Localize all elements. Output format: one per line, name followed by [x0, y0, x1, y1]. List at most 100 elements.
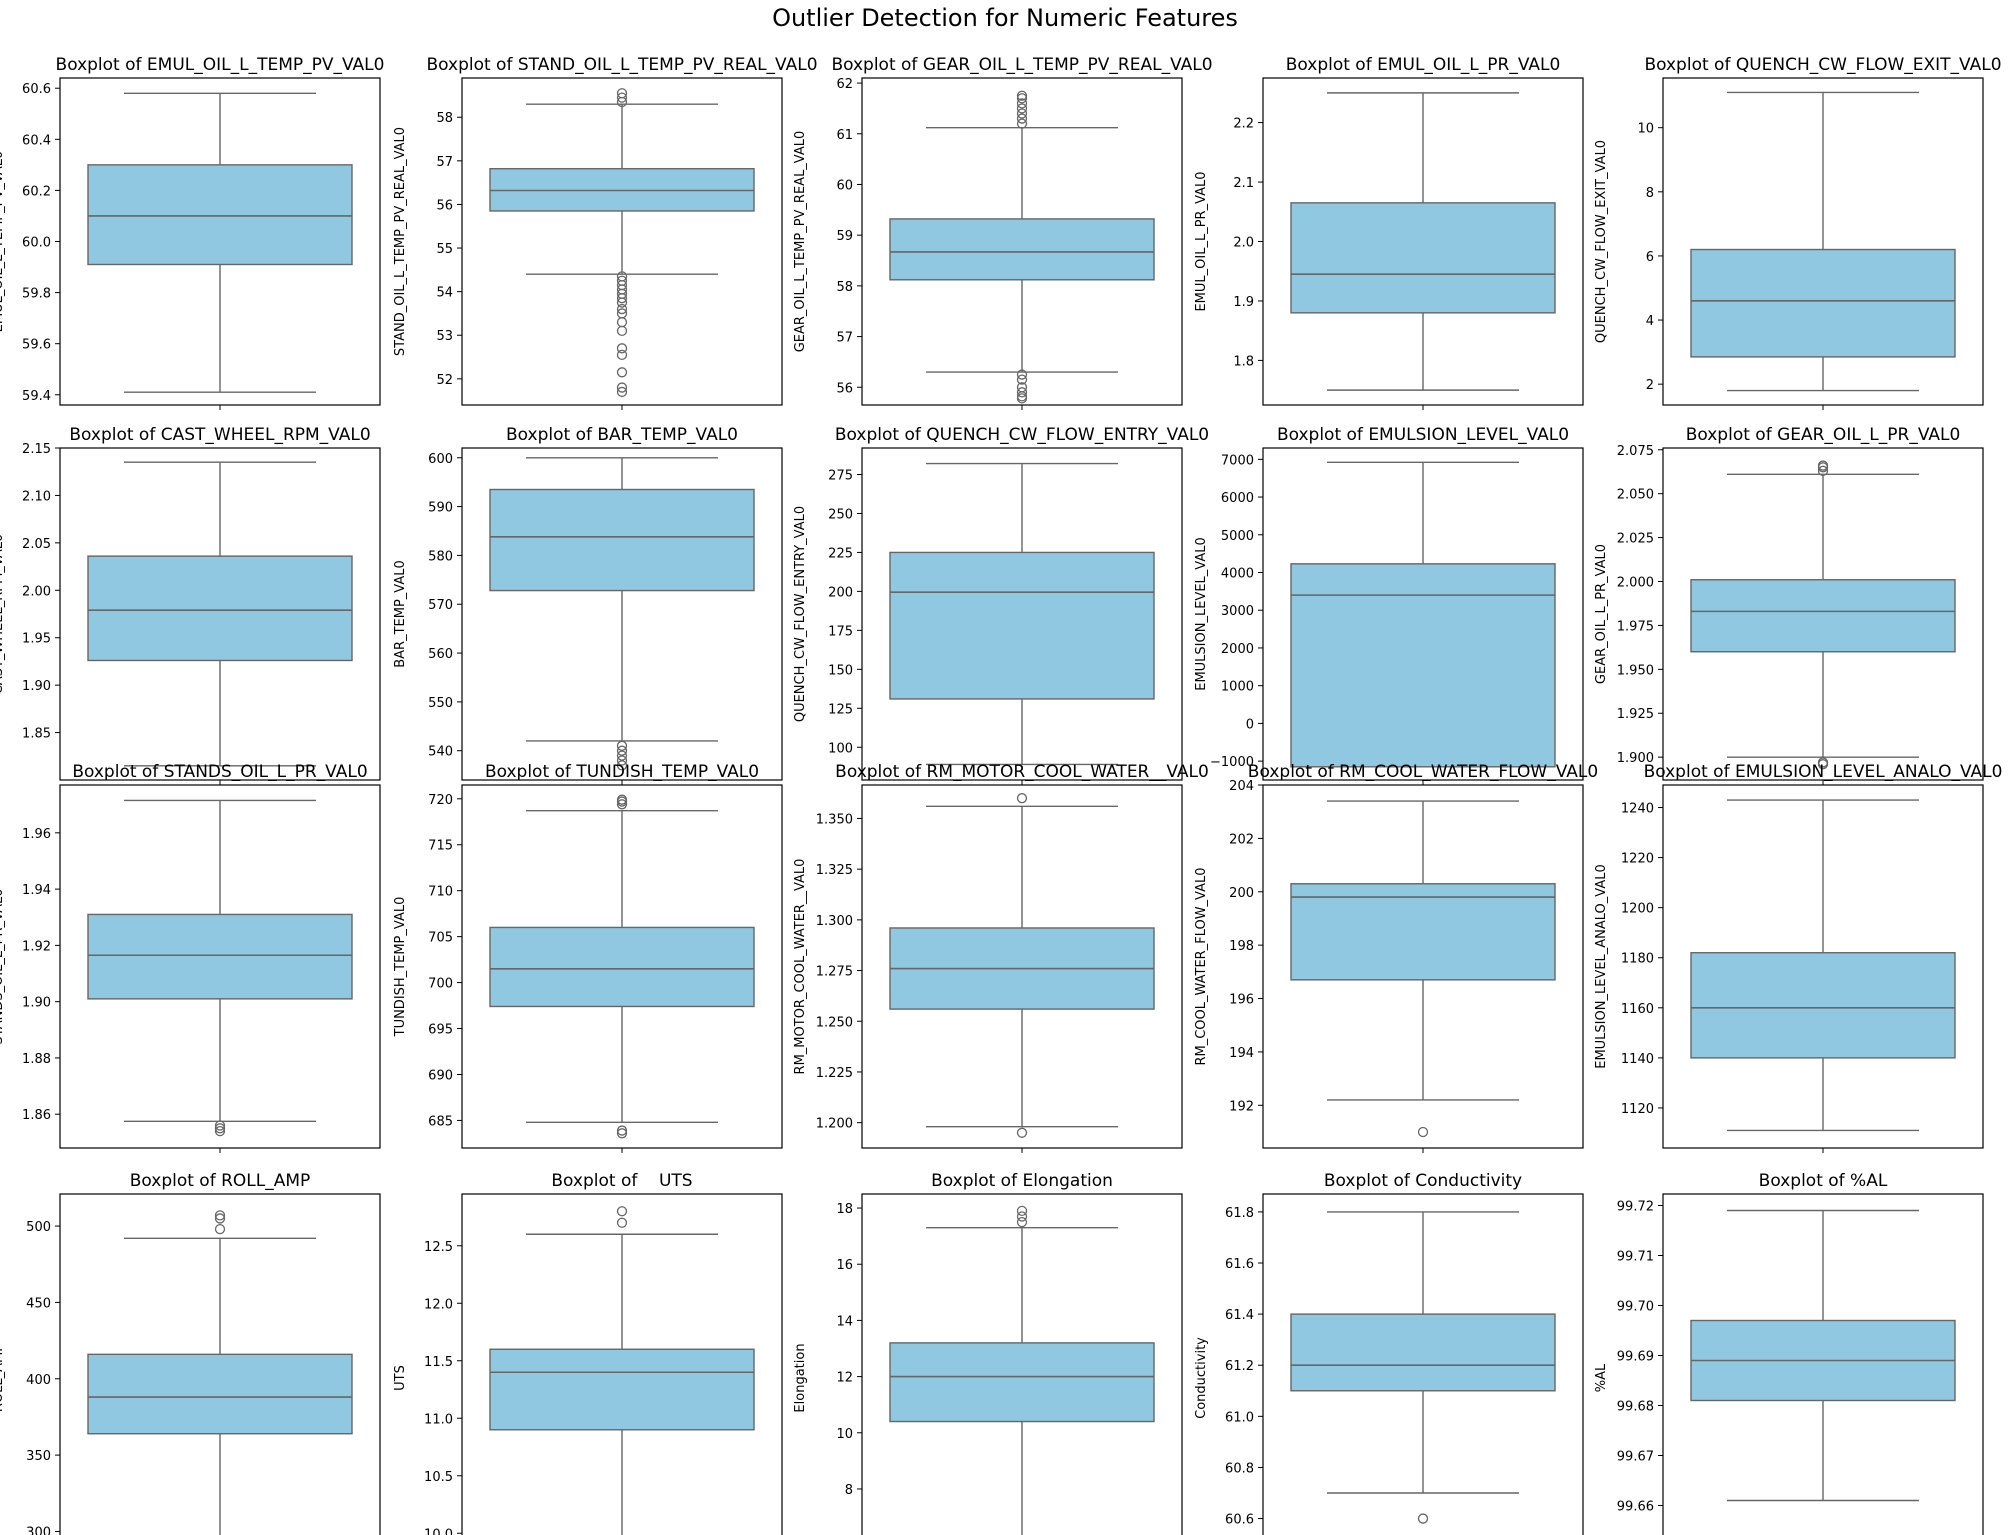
subplot-title: Boxplot of RM_MOTOR_COOL_WATER__VAL0 [835, 762, 1209, 782]
y-tick-label: 1160 [1621, 1002, 1654, 1017]
subplot-9: Boxplot of EMULSION_LEVEL_VAL0 EMULSION_L… [1194, 425, 1584, 785]
outlier-point [616, 794, 628, 805]
plot-frame [861, 447, 1183, 781]
outlier-point [616, 367, 628, 378]
y-tick-label: 1.94 [22, 883, 51, 898]
iqr-box [87, 913, 353, 1000]
outlier-point [616, 1206, 628, 1217]
subplot-20: Boxplot of %AL%AL99.6599.6699.6799.6899.… [1594, 1171, 1984, 1535]
subplot-18: Boxplot of ElongationElongation681012141… [793, 1171, 1183, 1535]
iqr-box [87, 555, 353, 662]
subplot-4: Boxplot of EMUL_OIL_L_PR_VAL0 EMUL_OIL_L_… [1194, 55, 1584, 410]
y-tick-label: 1.350 [816, 812, 853, 827]
y-tick-label: 1.8 [1233, 354, 1254, 369]
iqr-box [1290, 883, 1556, 981]
outlier-point [1016, 118, 1028, 129]
y-tick-label: 99.72 [1617, 1200, 1654, 1215]
outlier-point [616, 760, 628, 771]
y-tick-label: 1.950 [1617, 663, 1654, 678]
outlier-point [1016, 90, 1028, 101]
y-tick-label: 59.4 [22, 389, 51, 404]
y-tick-label: 2.05 [22, 537, 51, 552]
y-axis-label: BAR_TEMP_VAL0 [393, 560, 408, 668]
y-tick-label: 1200 [1621, 902, 1654, 917]
outlier-point [616, 92, 628, 103]
y-tick-label: 560 [428, 647, 453, 662]
y-tick-label: 8 [845, 1483, 853, 1498]
outlier-point [616, 297, 628, 308]
y-tick-label: 2.10 [22, 489, 51, 504]
outlier-point [1817, 460, 1829, 471]
y-tick-label: 99.67 [1617, 1450, 1654, 1465]
outlier-point [1016, 374, 1028, 385]
outlier-point [1016, 108, 1028, 119]
y-tick-label: 1.90 [22, 679, 51, 694]
subplot-title: Boxplot of EMUL_OIL_L_TEMP_PV_VAL0 [56, 55, 385, 75]
y-tick-label: −1000 [1210, 755, 1254, 770]
y-axis-label: STANDS_OIL_L_PR_VAL0 [0, 889, 6, 1045]
y-axis-label: STAND_OIL_L_TEMP_PV_REAL_VAL0 [393, 127, 408, 356]
y-tick-label: 58 [436, 111, 453, 126]
outlier-point [214, 1125, 226, 1137]
outlier-point [1016, 98, 1028, 109]
y-tick-label: 202 [1229, 832, 1254, 847]
y-tick-label: 2.00 [22, 584, 51, 599]
outlier-point [1016, 93, 1028, 104]
y-tick-label: 705 [428, 931, 453, 946]
y-tick-label: 3000 [1221, 604, 1254, 619]
outlier-point [1016, 393, 1028, 404]
y-tick-label: 60.0 [22, 236, 51, 251]
subplot-title: Boxplot of CAST_WHEEL_RPM_VAL0 [69, 425, 370, 445]
y-axis-label: CAST_WHEEL_RPM_VAL0 [0, 534, 6, 695]
plot-frame [461, 1193, 783, 1535]
y-tick-label: 196 [1229, 993, 1254, 1008]
iqr-box [1290, 202, 1556, 314]
y-tick-label: 715 [428, 839, 453, 854]
y-tick-label: 198 [1229, 939, 1254, 954]
outlier-point [1016, 387, 1028, 398]
y-tick-label: 8 [1646, 186, 1654, 201]
iqr-box [87, 164, 353, 266]
y-tick-label: 6000 [1221, 491, 1254, 506]
subplot-title: Boxplot of EMUL_OIL_L_PR_VAL0 [1286, 55, 1561, 75]
y-tick-label: 150 [828, 663, 853, 678]
y-tick-label: 1.275 [816, 965, 853, 980]
y-tick-label: 100 [828, 741, 853, 756]
plot-frame [1262, 77, 1584, 406]
y-tick-label: 1.975 [1617, 619, 1654, 634]
y-tick-label: 12.0 [424, 1297, 453, 1312]
outlier-point [616, 317, 628, 328]
outlier-point [1016, 369, 1028, 380]
outlier-point [1016, 1127, 1028, 1138]
y-axis-label: UTS [393, 1365, 408, 1391]
y-tick-label: 60.4 [22, 133, 51, 148]
y-tick-label: 200 [1229, 886, 1254, 901]
subplot-19: Boxplot of Conductivity Conductivity 60.6 6… [1194, 1171, 1584, 1535]
y-tick-label: 99.69 [1617, 1350, 1654, 1365]
outlier-point [214, 1210, 226, 1221]
y-axis-label: TUNDISH_TEMP_VAL0 [393, 897, 408, 1038]
y-tick-label: 1180 [1621, 952, 1654, 967]
y-tick-label: 0 [1246, 717, 1254, 732]
plot-frame [461, 784, 783, 1149]
y-tick-label: 1.95 [22, 632, 51, 647]
y-tick-label: 99.66 [1617, 1500, 1654, 1515]
y-tick-label: 192 [1229, 1099, 1254, 1114]
outlier-point [1817, 465, 1829, 476]
outlier-point [1016, 103, 1028, 114]
outlier-point [1016, 113, 1028, 124]
outlier-point [616, 750, 628, 761]
y-tick-label: 1.85 [22, 727, 51, 742]
y-tick-label: 2.0 [1233, 236, 1254, 251]
y-tick-label: 2.1 [1233, 176, 1254, 191]
subplot-3: Boxplot of GEAR_OIL_L_TEMP_PV_REAL_VAL0 G… [793, 55, 1213, 410]
plot-frame [59, 1193, 381, 1535]
y-tick-label: 250 [828, 507, 853, 522]
outlier-point [616, 349, 628, 361]
subplot-1: Boxplot of EMUL_OIL_L_TEMP_PV_VAL0 EMUL_O… [0, 55, 384, 410]
subplot-8: Boxplot of QUENCH_CW_FLOW_ENTRY_VAL0 QUEN… [793, 425, 1209, 785]
y-tick-label: 58 [836, 280, 853, 295]
y-tick-label: 61.6 [1225, 1257, 1254, 1272]
plot-frame [861, 784, 1183, 1149]
